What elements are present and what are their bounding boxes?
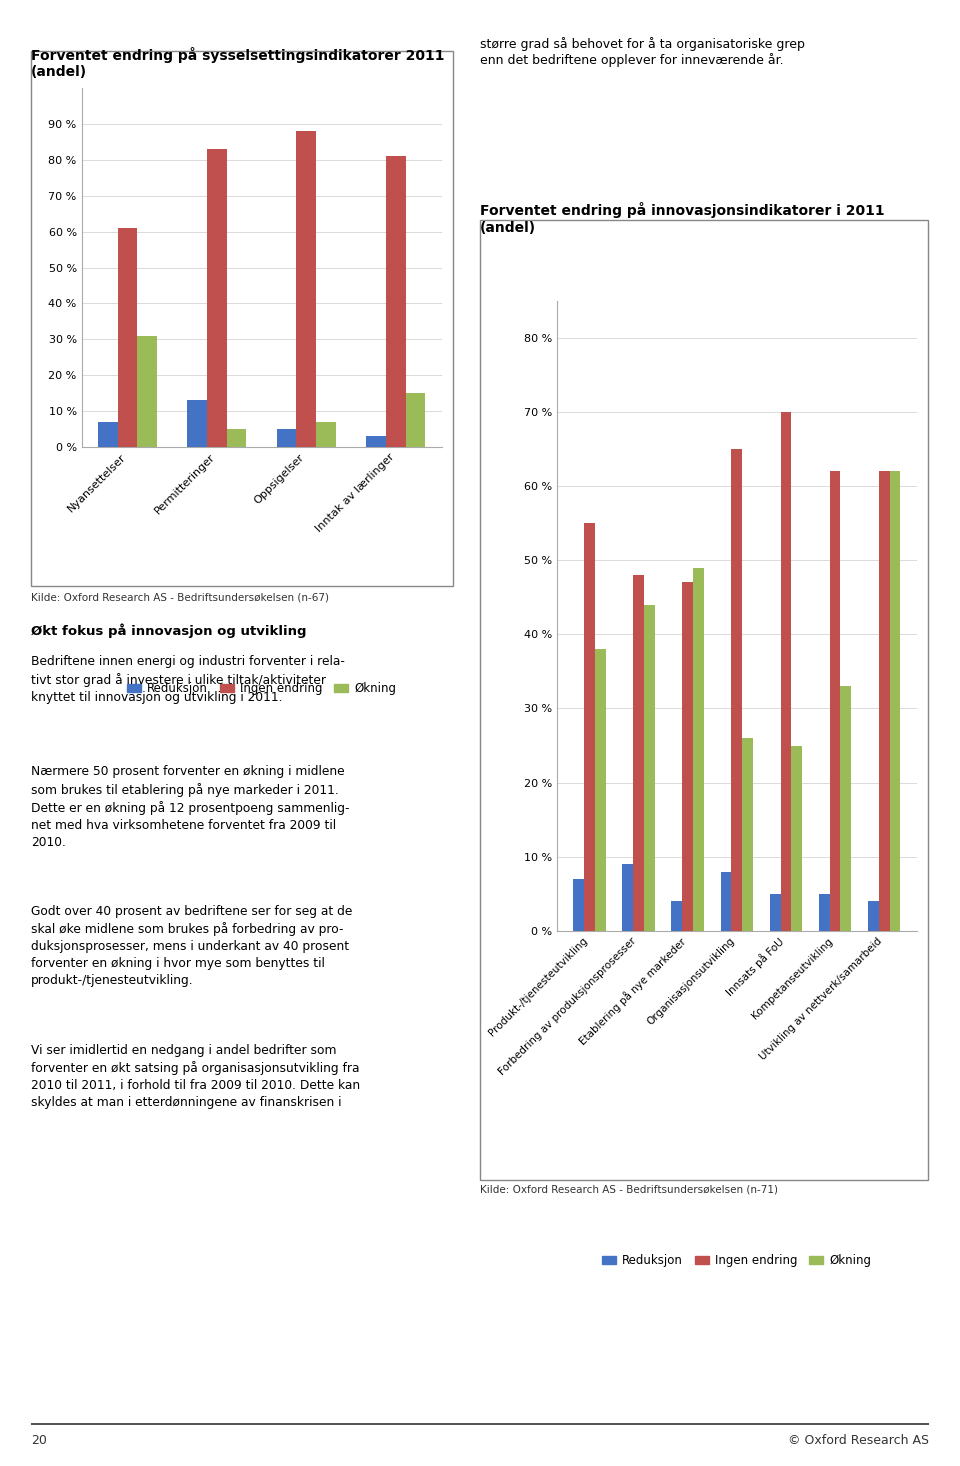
Text: © Oxford Research AS: © Oxford Research AS — [788, 1434, 929, 1447]
Legend: Reduksjon, Ingen endring, Økning: Reduksjon, Ingen endring, Økning — [597, 1249, 876, 1271]
Bar — [137, 336, 157, 447]
Bar — [693, 567, 704, 931]
Bar — [227, 430, 247, 447]
Text: Kilde: Oxford Research AS - Bedriftsundersøkelsen (n-67): Kilde: Oxford Research AS - Bedriftsunde… — [31, 592, 328, 603]
Text: Godt over 40 prosent av bedriftene ser for seg at de
skal øke midlene som brukes: Godt over 40 prosent av bedriftene ser f… — [31, 905, 352, 987]
Bar — [405, 393, 425, 447]
Bar — [890, 471, 900, 931]
Bar — [595, 649, 606, 931]
Bar — [878, 471, 890, 931]
Bar — [742, 737, 753, 931]
Bar — [829, 471, 841, 931]
Bar — [584, 523, 595, 931]
Text: Forventet endring på innovasjonsindikatorer i 2011
(andel): Forventet endring på innovasjonsindikato… — [480, 202, 884, 235]
Bar — [868, 902, 878, 931]
Text: Nærmere 50 prosent forventer en økning i midlene
som brukes til etablering på ny: Nærmere 50 prosent forventer en økning i… — [31, 765, 349, 849]
Text: Vi ser imidlertid en nedgang i andel bedrifter som
forventer en økt satsing på o: Vi ser imidlertid en nedgang i andel bed… — [31, 1044, 360, 1110]
Text: større grad så behovet for å ta organisatoriske grep
enn det bedriftene opplever: større grad så behovet for å ta organisa… — [480, 37, 804, 67]
Bar — [819, 894, 829, 931]
Bar — [683, 582, 693, 931]
Bar — [276, 430, 297, 447]
Text: Økt fokus på innovasjon og utvikling: Økt fokus på innovasjon og utvikling — [31, 623, 306, 638]
Text: Kilde: Oxford Research AS - Bedriftsundersøkelsen (n-71): Kilde: Oxford Research AS - Bedriftsunde… — [480, 1185, 778, 1195]
Bar — [633, 575, 644, 931]
Bar — [780, 412, 791, 931]
Text: Bedriftene innen energi og industri forventer i rela-
tivt stor grad å investere: Bedriftene innen energi og industri forv… — [31, 655, 345, 704]
Text: Forventet endring på sysselsettingsindikatorer 2011
(andel): Forventet endring på sysselsettingsindik… — [31, 47, 444, 79]
Bar — [118, 229, 137, 447]
Bar — [770, 894, 780, 931]
Bar — [366, 437, 386, 447]
Bar — [187, 400, 207, 447]
Bar — [316, 422, 336, 447]
Bar — [98, 422, 118, 447]
Bar — [732, 449, 742, 931]
Bar — [721, 872, 732, 931]
Bar — [573, 880, 584, 931]
Text: 20: 20 — [31, 1434, 47, 1447]
Bar — [297, 130, 316, 447]
Bar — [622, 863, 633, 931]
Bar — [644, 604, 655, 931]
Bar — [386, 157, 405, 447]
Bar — [207, 150, 227, 447]
Bar — [841, 686, 852, 931]
Legend: Reduksjon, Ingen endring, Økning: Reduksjon, Ingen endring, Økning — [122, 677, 401, 699]
Bar — [791, 746, 803, 931]
Bar — [671, 902, 683, 931]
